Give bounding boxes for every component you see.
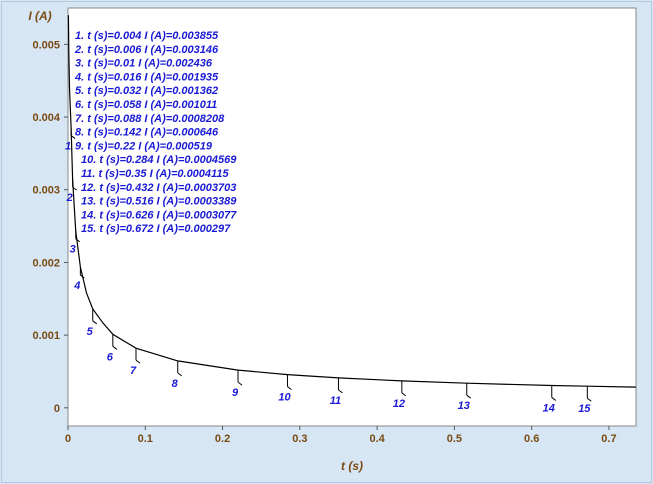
marker-8: 8 [172, 360, 183, 390]
y-tick-label: 0.003 [32, 185, 60, 197]
annotation-entry-12: 12. t (s)=0.432 I (A)=0.0003703 [81, 182, 236, 194]
annotation-entry-7: 7. t (s)=0.088 I (A)=0.0008208 [75, 113, 225, 125]
x-axis-title: t (s) [341, 459, 363, 473]
marker-6: 6 [107, 334, 118, 363]
annotation-entry-3: 3. t (s)=0.01 I (A)=0.002436 [75, 58, 213, 70]
marker-barb [92, 320, 98, 325]
marker-12: 12 [393, 380, 407, 410]
marker-9: 9 [232, 370, 243, 399]
annotation-entry-10: 10. t (s)=0.284 I (A)=0.0004569 [81, 154, 237, 166]
y-tick-label: 0.001 [32, 330, 60, 342]
marker-barb [466, 394, 472, 399]
annotation-entry-15: 15. t (s)=0.672 I (A)=0.000297 [81, 223, 231, 235]
annotation-entry-6: 6. t (s)=0.058 I (A)=0.001011 [75, 99, 217, 111]
annotation-entry-2: 2. t (s)=0.006 I (A)=0.003146 [74, 44, 219, 56]
annotation-entry-14: 14. t (s)=0.626 I (A)=0.0003077 [81, 209, 237, 221]
marker-10: 10 [278, 374, 292, 404]
marker-label: 7 [130, 365, 137, 377]
marker-2: 2 [66, 179, 77, 204]
x-tick-label: 0.3 [292, 433, 307, 445]
marker-label: 6 [107, 351, 114, 363]
x-tick-label: 0.7 [601, 433, 616, 445]
annotation-entry-5: 5. t (s)=0.032 I (A)=0.001362 [75, 85, 218, 97]
marker-4: 4 [73, 267, 85, 292]
marker-label: 11 [330, 395, 341, 407]
marker-barb [112, 345, 118, 350]
y-tick-label: 0.002 [32, 257, 60, 269]
axes: 0 0.1 0.2 0.3 0.4 0.5 0.6 0.7 0 0.001 0.002 0.003 0.… [32, 39, 616, 445]
annotation-entry-1: 1. t (s)=0.004 I (A)=0.003855 [75, 30, 219, 42]
marker-label: 9 [232, 387, 239, 399]
x-tick-label: 0.6 [524, 433, 539, 445]
marker-barb [338, 389, 343, 394]
y-axis-title: I (A) [28, 9, 51, 23]
annotation-list: 1. t (s)=0.004 I (A)=0.003855 2. t (s)=0.… [74, 30, 237, 235]
marker-barb [177, 372, 183, 377]
marker-3: 3 [70, 230, 81, 256]
annotation-entry-4: 4. t (s)=0.016 I (A)=0.001935 [74, 71, 219, 83]
marker-barb [75, 238, 81, 243]
marker-label: 5 [87, 326, 94, 338]
marker-label: 3 [70, 244, 76, 256]
y-tick-label: 0 [54, 403, 60, 415]
marker-5: 5 [87, 308, 98, 338]
marker-barb [551, 397, 557, 401]
y-tick-label: 0.005 [32, 39, 60, 51]
marker-1: 1 [65, 127, 76, 153]
marker-7: 7 [130, 348, 141, 377]
marker-11: 11 [330, 377, 343, 407]
marker-label: 13 [458, 400, 470, 412]
marker-barb [70, 135, 76, 139]
x-tick-label: 0.5 [447, 433, 462, 445]
annotation-entry-8: 8. t (s)=0.142 I (A)=0.000646 [75, 127, 219, 139]
marker-barb [135, 359, 141, 364]
annotation-entry-9: 9. t (s)=0.22 I (A)=0.000519 [75, 140, 213, 152]
annotation-entry-11: 11. t (s)=0.35 I (A)=0.0004115 [81, 168, 229, 180]
marker-barb [237, 381, 243, 386]
marker-label: 10 [278, 392, 291, 404]
marker-barb [587, 397, 592, 402]
y-tick-label: 0.004 [32, 112, 60, 124]
marker-label: 14 [543, 402, 555, 414]
marker-13: 13 [458, 383, 472, 412]
marker-label: 12 [393, 398, 405, 410]
marker-label: 15 [578, 403, 591, 415]
marker-15: 15 [578, 386, 592, 415]
marker-label: 2 [66, 192, 73, 204]
x-tick-label: 0 [65, 433, 71, 445]
x-tick-label: 0.1 [138, 433, 153, 445]
annotation-entry-13: 13. t (s)=0.516 I (A)=0.0003389 [81, 196, 237, 208]
marker-barb [287, 386, 292, 391]
marker-barb [80, 274, 85, 279]
decay-curve [67, 15, 637, 388]
x-tick-label: 0.2 [215, 433, 230, 445]
marker-barb [401, 392, 407, 397]
marker-label: 4 [73, 280, 80, 292]
marker-label: 1 [65, 141, 71, 153]
marker-barb [72, 186, 77, 191]
marker-label: 8 [172, 378, 179, 390]
marker-14: 14 [543, 385, 557, 414]
x-tick-label: 0.4 [369, 433, 385, 445]
